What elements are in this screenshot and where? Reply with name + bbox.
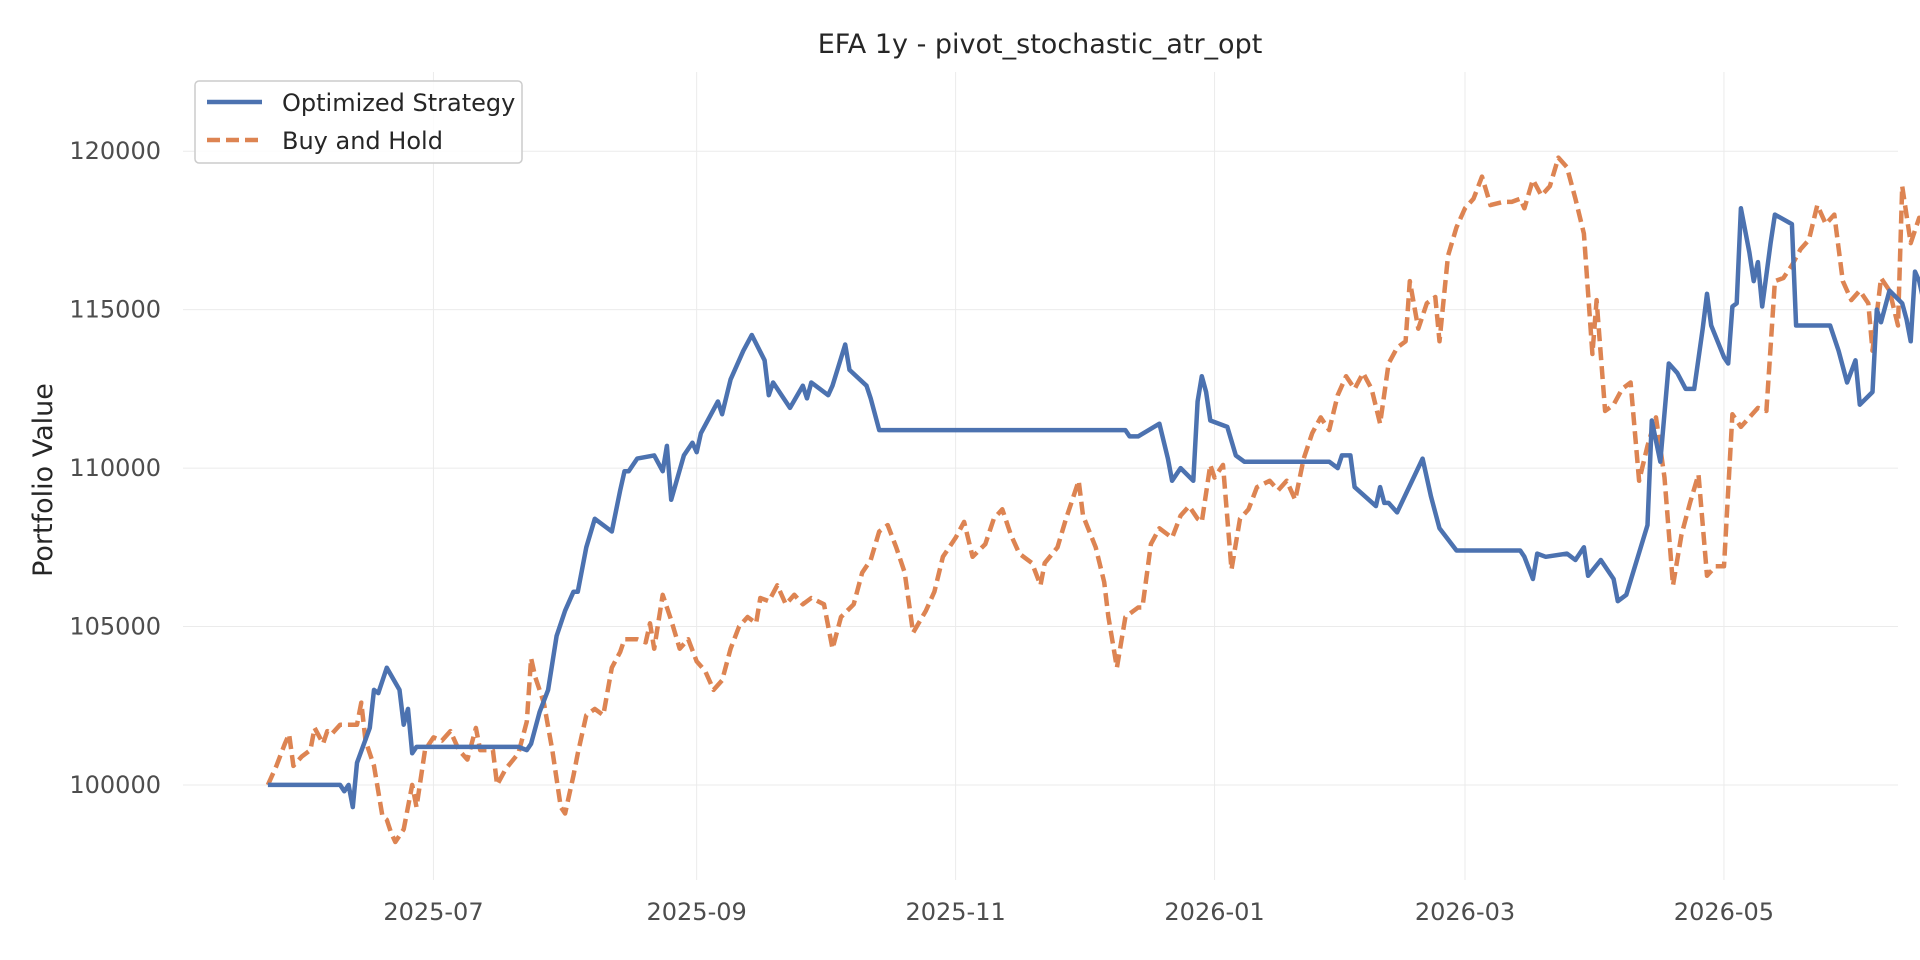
legend-label-optimized-strategy: Optimized Strategy bbox=[282, 89, 515, 117]
x-tick-label: 2025-11 bbox=[905, 898, 1005, 926]
x-tick-label: 2025-09 bbox=[647, 898, 747, 926]
y-tick-label: 110000 bbox=[69, 454, 161, 482]
x-tick-label: 2026-01 bbox=[1164, 898, 1264, 926]
series-line-buy-and-hold bbox=[265, 155, 1920, 845]
y-tick-label: 100000 bbox=[69, 771, 161, 799]
legend-label-buy-and-hold: Buy and Hold bbox=[282, 127, 443, 155]
x-tick-label: 2026-03 bbox=[1415, 898, 1515, 926]
series-layer bbox=[265, 155, 1920, 845]
x-tick-label: 2026-05 bbox=[1674, 898, 1774, 926]
x-tick-label: 2025-07 bbox=[383, 898, 483, 926]
y-axis-label: Portfolio Value bbox=[28, 383, 59, 577]
tick-layer: 100000 105000 110000 115000 120000 2025-07 202… bbox=[69, 137, 1774, 926]
legend-box bbox=[194, 80, 523, 164]
chart-title: EFA 1y - pivot_stochastic_atr_opt bbox=[818, 29, 1263, 60]
series-line-optimized-strategy bbox=[267, 206, 1920, 810]
legend: Optimized Strategy Buy and Hold bbox=[194, 80, 523, 164]
y-tick-label: 120000 bbox=[69, 137, 161, 165]
y-tick-label: 105000 bbox=[69, 613, 161, 641]
grid-layer bbox=[183, 72, 1898, 880]
y-tick-label: 115000 bbox=[69, 296, 161, 324]
